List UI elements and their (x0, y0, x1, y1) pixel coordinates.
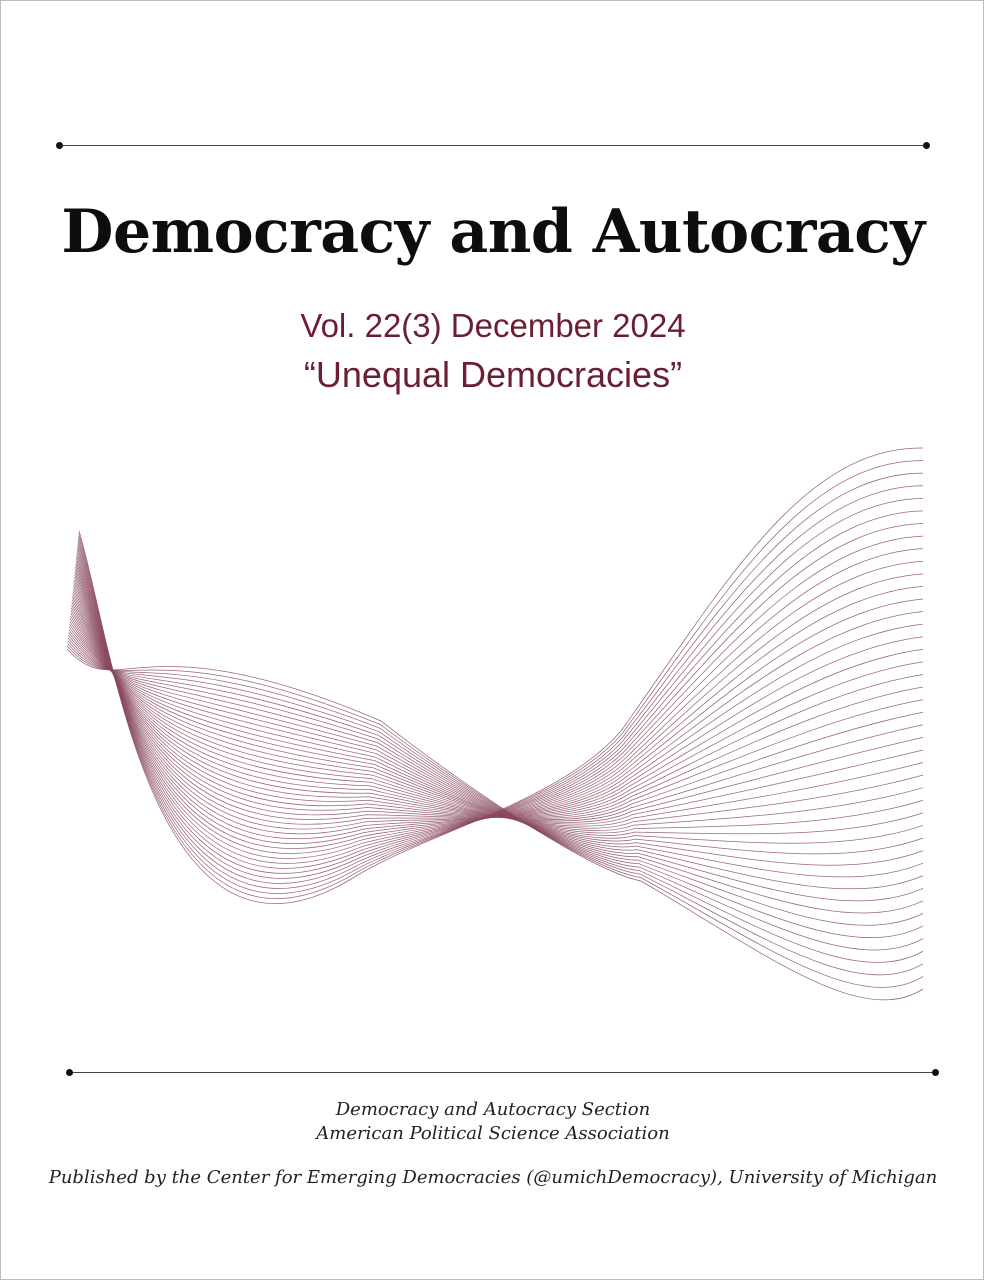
wave-line (73, 577, 924, 820)
wave-line (76, 523, 924, 874)
section-affiliation: Democracy and Autocracy Section American… (1, 1098, 983, 1146)
wave-line (74, 569, 924, 835)
journal-title: Democracy and Autocracy (61, 197, 925, 267)
divider-dot (923, 142, 930, 149)
wave-line (67, 640, 924, 963)
wave-line (75, 566, 924, 840)
wave-line (76, 548, 924, 864)
wave-line (75, 561, 924, 849)
wave-line (67, 637, 924, 951)
wave-line (70, 613, 924, 844)
association-name: American Political Science Association (316, 1123, 670, 1144)
publisher-line: Published by the Center for Emerging Dem… (48, 1167, 938, 1188)
wave-line (66, 648, 924, 1001)
wave-line (74, 572, 924, 830)
wave-line (77, 510, 924, 879)
wave-line (69, 621, 924, 878)
wave-line (77, 497, 924, 884)
wave-line (74, 574, 924, 825)
wave-line (73, 582, 924, 819)
wave-line (73, 580, 924, 818)
wave-line (72, 591, 924, 822)
wave-line (76, 555, 924, 859)
wave-line (66, 646, 924, 988)
divider-dot (66, 1069, 73, 1076)
wave-line (69, 624, 924, 890)
wave-line (70, 607, 924, 834)
wave-line (72, 593, 924, 823)
bottom-divider (66, 1069, 939, 1076)
wave-line (78, 460, 924, 899)
section-name: Democracy and Autocracy Section (335, 1099, 651, 1120)
wave-line (67, 643, 924, 976)
wave-line (68, 635, 924, 938)
wave-line (77, 485, 924, 889)
wave-line (71, 596, 924, 825)
wave-line (75, 558, 924, 854)
wave-line (71, 604, 924, 831)
wave-line (69, 618, 924, 866)
wave-line (72, 588, 924, 820)
wave-line (73, 585, 924, 819)
issue-theme: “Unequal Democracies” (303, 354, 683, 395)
divider-dot (56, 142, 63, 149)
wave-line (78, 447, 924, 904)
wave-line (68, 632, 924, 926)
top-divider (56, 142, 930, 149)
wave-line (71, 599, 924, 827)
divider-dot (932, 1069, 939, 1076)
wave-line (76, 535, 924, 869)
volume-issue: Vol. 22(3) December 2024 (300, 307, 686, 344)
wave-line (75, 563, 924, 844)
wave-line (70, 615, 924, 855)
wave-line (71, 602, 924, 829)
wave-line (78, 472, 924, 894)
